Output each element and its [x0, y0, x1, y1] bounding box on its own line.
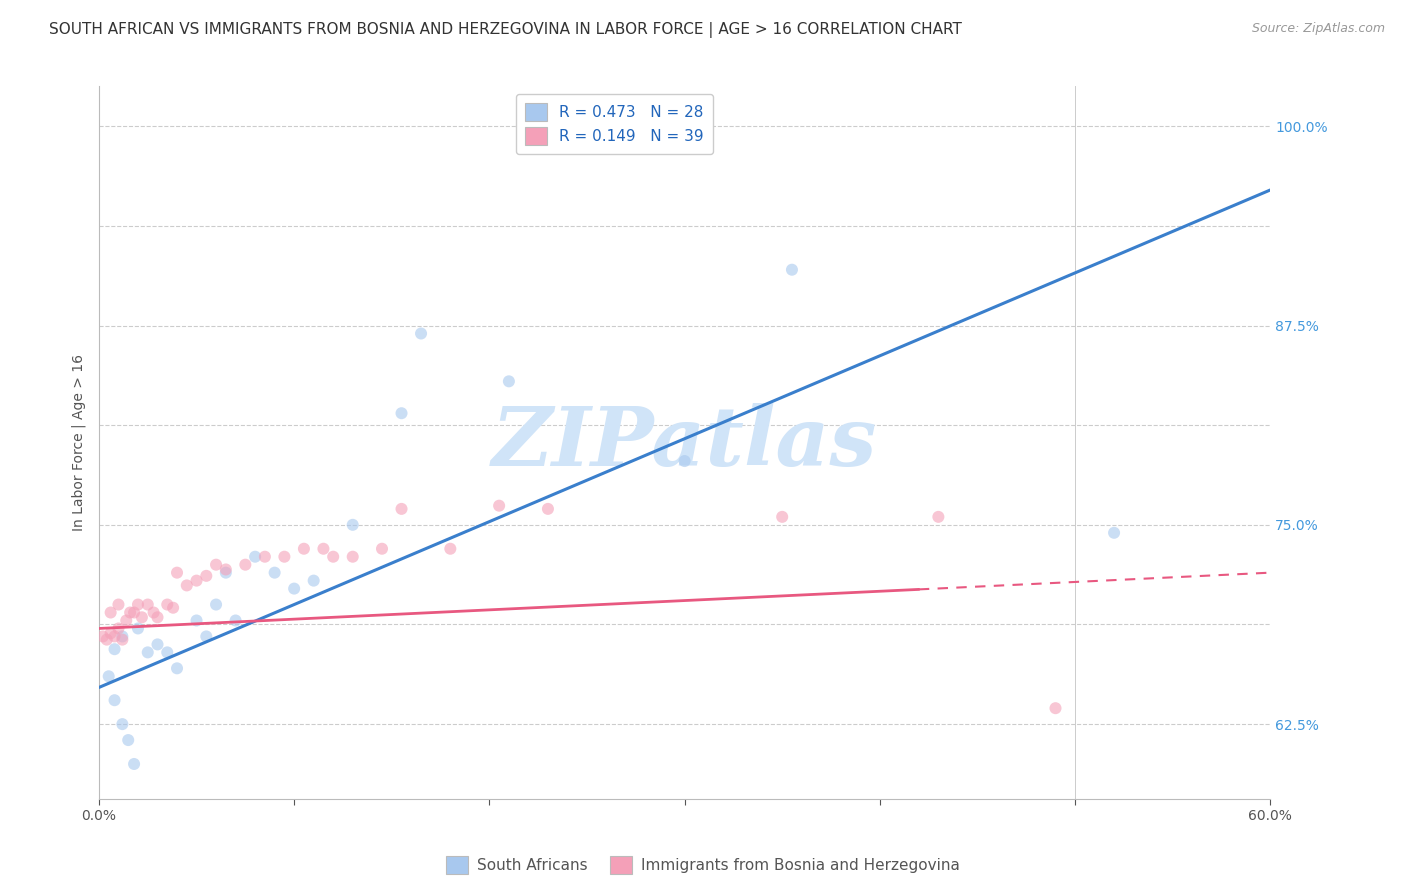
Point: [122, 756, 145, 771]
Point: [253, 549, 276, 564]
Point: [342, 517, 364, 532]
Point: [215, 566, 238, 580]
Point: [770, 509, 793, 524]
Point: [117, 733, 139, 747]
Point: [780, 262, 803, 277]
Point: [97, 669, 120, 683]
Point: [156, 645, 179, 659]
Point: [136, 645, 159, 659]
Point: [673, 454, 696, 468]
Point: [205, 558, 228, 572]
Point: [146, 637, 169, 651]
Point: [107, 598, 129, 612]
Text: ZIPatlas: ZIPatlas: [492, 402, 877, 483]
Point: [322, 549, 344, 564]
Point: [103, 693, 125, 707]
Point: [162, 600, 184, 615]
Text: SOUTH AFRICAN VS IMMIGRANTS FROM BOSNIA AND HERZEGOVINA IN LABOR FORCE | AGE > 1: SOUTH AFRICAN VS IMMIGRANTS FROM BOSNIA …: [49, 22, 962, 38]
Point: [107, 622, 129, 636]
Point: [136, 598, 159, 612]
Point: [111, 717, 134, 731]
Point: [166, 566, 188, 580]
Point: [498, 374, 520, 388]
Point: [205, 598, 228, 612]
Point: [156, 598, 179, 612]
Point: [391, 501, 413, 516]
Point: [1045, 701, 1067, 715]
Legend: R = 0.473   N = 28, R = 0.149   N = 39: R = 0.473 N = 28, R = 0.149 N = 39: [516, 94, 713, 153]
Point: [243, 549, 266, 564]
Point: [166, 661, 188, 675]
Point: [283, 582, 305, 596]
Y-axis label: In Labor Force | Age > 16: In Labor Force | Age > 16: [72, 354, 86, 532]
Point: [127, 622, 149, 636]
Point: [312, 541, 335, 556]
Point: [186, 614, 208, 628]
Point: [103, 642, 125, 657]
Point: [100, 606, 122, 620]
Point: [195, 629, 218, 643]
Point: [927, 509, 949, 524]
Point: [391, 406, 413, 420]
Point: [91, 629, 114, 643]
Point: [115, 614, 138, 628]
Point: [120, 606, 142, 620]
Point: [342, 549, 364, 564]
Point: [235, 558, 257, 572]
Point: [100, 626, 122, 640]
Point: [122, 606, 145, 620]
Point: [439, 541, 461, 556]
Point: [103, 629, 125, 643]
Point: [537, 501, 560, 516]
Point: [371, 541, 394, 556]
Point: [142, 606, 165, 620]
Point: [186, 574, 208, 588]
Point: [111, 632, 134, 647]
Point: [146, 610, 169, 624]
Text: Source: ZipAtlas.com: Source: ZipAtlas.com: [1251, 22, 1385, 36]
Legend: South Africans, Immigrants from Bosnia and Herzegovina: South Africans, Immigrants from Bosnia a…: [440, 850, 966, 880]
Point: [131, 610, 153, 624]
Point: [195, 569, 218, 583]
Point: [273, 549, 295, 564]
Point: [111, 629, 134, 643]
Point: [176, 578, 198, 592]
Point: [215, 562, 238, 576]
Point: [96, 632, 118, 647]
Point: [1102, 525, 1125, 540]
Point: [263, 566, 285, 580]
Point: [488, 499, 510, 513]
Point: [127, 598, 149, 612]
Point: [302, 574, 325, 588]
Point: [292, 541, 315, 556]
Point: [409, 326, 432, 341]
Point: [225, 614, 247, 628]
